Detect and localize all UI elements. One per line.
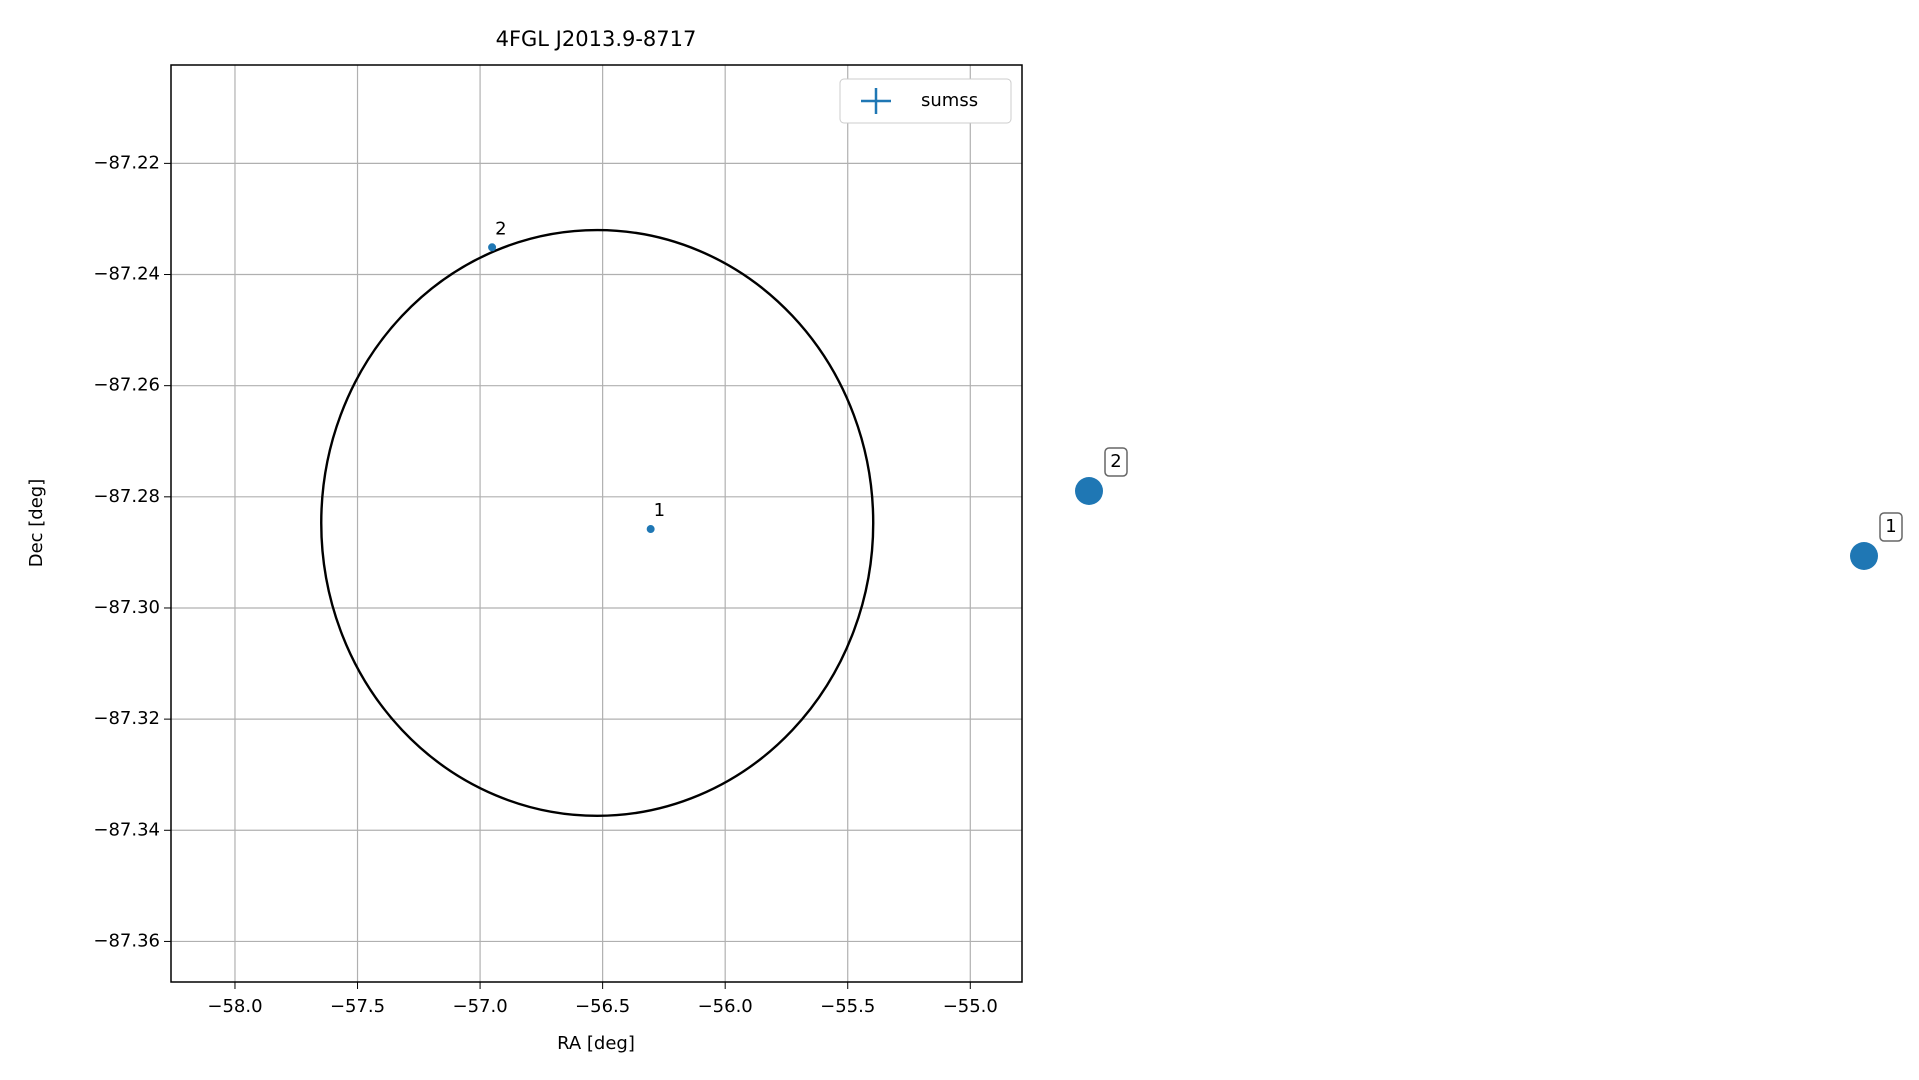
error-ellipse [320, 228, 875, 818]
x-tick-label: −55.5 [820, 996, 875, 1017]
x-tick-label: −55.0 [943, 996, 998, 1017]
chart-title: 4FGL J2013.9-8717 [496, 27, 697, 51]
x-tick-label: −57.0 [452, 996, 507, 1017]
y-axis-label: Dec [deg] [26, 479, 47, 568]
point-label: 2 [495, 218, 506, 239]
side-label-box [1879, 512, 1903, 542]
y-tick-label: −87.34 [93, 819, 160, 840]
x-tick-label: −56.0 [698, 996, 753, 1017]
y-tick-label: −87.28 [93, 486, 160, 507]
data-point [646, 525, 655, 534]
side-label: 2 [1110, 451, 1121, 472]
data-point [488, 243, 497, 252]
side-marker [1075, 477, 1103, 505]
x-tick-label: −56.5 [575, 996, 630, 1017]
y-tick-label: −87.36 [93, 930, 160, 951]
point-label: 1 [654, 500, 665, 521]
y-tick-label: −87.24 [93, 264, 160, 285]
side-label: 1 [1885, 516, 1896, 537]
y-tick-label: −87.22 [93, 152, 160, 173]
x-tick-label: −57.5 [330, 996, 385, 1017]
y-tick-label: −87.26 [93, 375, 160, 396]
plot-frame [170, 64, 1023, 983]
y-tick-label: −87.32 [93, 708, 160, 729]
side-marker [1850, 542, 1878, 570]
legend-label: sumss [921, 90, 978, 111]
side-label-box [1104, 447, 1128, 477]
x-axis-label: RA [deg] [557, 1033, 635, 1054]
x-tick-label: −58.0 [207, 996, 262, 1017]
legend-box [839, 78, 1012, 124]
y-tick-label: −87.30 [93, 597, 160, 618]
